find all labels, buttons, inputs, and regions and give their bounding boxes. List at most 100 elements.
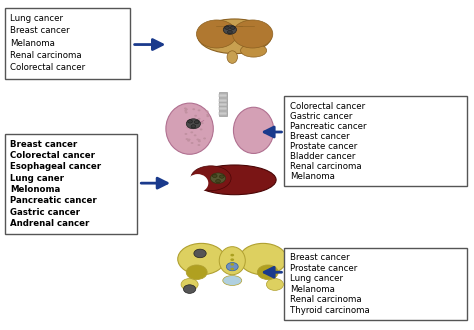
Circle shape: [219, 175, 224, 178]
Text: Breast cancer: Breast cancer: [290, 253, 350, 262]
Ellipse shape: [223, 276, 242, 285]
Text: Renal carcinoma: Renal carcinoma: [290, 162, 362, 171]
Circle shape: [181, 279, 198, 290]
Text: Breast cancer: Breast cancer: [290, 132, 350, 141]
Text: Renal carcinoma: Renal carcinoma: [290, 295, 362, 304]
Text: Melanoma: Melanoma: [10, 39, 55, 48]
Circle shape: [185, 112, 188, 114]
Ellipse shape: [187, 174, 208, 192]
Circle shape: [198, 139, 201, 141]
Ellipse shape: [166, 103, 213, 154]
Circle shape: [191, 125, 194, 127]
Text: Lung caner: Lung caner: [10, 174, 64, 182]
Circle shape: [230, 258, 234, 261]
Circle shape: [183, 285, 196, 293]
FancyBboxPatch shape: [219, 94, 227, 97]
Circle shape: [188, 139, 191, 141]
Ellipse shape: [196, 20, 237, 48]
Circle shape: [191, 125, 193, 127]
Ellipse shape: [233, 107, 273, 153]
Text: Andrenal cancer: Andrenal cancer: [10, 219, 90, 228]
Circle shape: [201, 122, 204, 124]
FancyBboxPatch shape: [284, 96, 467, 186]
Ellipse shape: [219, 247, 246, 275]
Circle shape: [257, 265, 278, 280]
Text: Lung cancer: Lung cancer: [290, 274, 343, 283]
Circle shape: [198, 144, 201, 146]
Circle shape: [212, 174, 217, 178]
Circle shape: [186, 265, 207, 280]
Ellipse shape: [227, 51, 237, 63]
Circle shape: [203, 138, 206, 140]
Circle shape: [194, 115, 197, 117]
Text: Gastric cancer: Gastric cancer: [10, 208, 81, 217]
Text: Renal carcinoma: Renal carcinoma: [10, 51, 82, 60]
Circle shape: [206, 114, 209, 116]
Text: Thyroid carcinoma: Thyroid carcinoma: [290, 306, 370, 315]
Text: Breast cancer: Breast cancer: [10, 140, 78, 148]
Circle shape: [186, 119, 201, 129]
Circle shape: [184, 110, 187, 112]
Text: Prostate cancer: Prostate cancer: [290, 142, 357, 151]
Circle shape: [191, 125, 196, 128]
Circle shape: [210, 173, 226, 183]
Text: Prostate cancer: Prostate cancer: [290, 264, 357, 273]
Text: Gastric cancer: Gastric cancer: [290, 112, 353, 121]
Ellipse shape: [193, 165, 276, 195]
Text: Breast cancer: Breast cancer: [10, 26, 70, 35]
Ellipse shape: [226, 263, 238, 271]
Circle shape: [184, 133, 187, 135]
Circle shape: [184, 108, 187, 110]
Circle shape: [191, 131, 193, 133]
Ellipse shape: [240, 44, 266, 57]
FancyBboxPatch shape: [219, 103, 227, 106]
FancyBboxPatch shape: [219, 92, 227, 115]
Circle shape: [206, 111, 209, 113]
Text: Bladder cancer: Bladder cancer: [290, 152, 356, 161]
Circle shape: [230, 26, 235, 29]
Text: Melanoma: Melanoma: [290, 172, 335, 182]
Circle shape: [185, 108, 188, 110]
Circle shape: [200, 128, 202, 130]
Circle shape: [228, 30, 232, 34]
Text: Pancreatic cancer: Pancreatic cancer: [10, 196, 97, 205]
Circle shape: [194, 134, 197, 136]
FancyBboxPatch shape: [219, 112, 227, 115]
Circle shape: [192, 108, 195, 110]
Circle shape: [194, 120, 199, 124]
Circle shape: [230, 268, 234, 270]
Circle shape: [225, 26, 229, 29]
Circle shape: [266, 279, 283, 290]
Ellipse shape: [191, 166, 231, 190]
Circle shape: [194, 249, 206, 258]
FancyBboxPatch shape: [219, 99, 227, 102]
Circle shape: [198, 109, 201, 111]
Text: Pancreatic cancer: Pancreatic cancer: [290, 122, 366, 131]
Circle shape: [216, 180, 220, 183]
Circle shape: [187, 140, 190, 142]
FancyBboxPatch shape: [284, 248, 467, 320]
Circle shape: [230, 254, 234, 256]
Circle shape: [198, 118, 201, 120]
Ellipse shape: [178, 244, 225, 275]
Circle shape: [223, 25, 237, 34]
Circle shape: [190, 119, 192, 121]
Text: Lung cancer: Lung cancer: [10, 14, 64, 23]
Circle shape: [188, 120, 192, 123]
Circle shape: [188, 125, 191, 127]
Circle shape: [198, 140, 201, 142]
FancyBboxPatch shape: [219, 107, 227, 110]
Text: Colorectal cancer: Colorectal cancer: [10, 63, 85, 72]
Text: Melanoma: Melanoma: [290, 285, 335, 294]
Ellipse shape: [232, 20, 273, 48]
Circle shape: [191, 142, 193, 144]
Text: Colorectal cancer: Colorectal cancer: [290, 102, 365, 111]
Ellipse shape: [239, 244, 287, 275]
FancyBboxPatch shape: [5, 134, 137, 234]
Text: Melonoma: Melonoma: [10, 185, 61, 194]
Text: Esophageal cancer: Esophageal cancer: [10, 162, 101, 171]
Circle shape: [196, 139, 199, 141]
Circle shape: [206, 115, 209, 117]
Circle shape: [230, 263, 234, 266]
Text: Colorectal cancer: Colorectal cancer: [10, 151, 95, 160]
